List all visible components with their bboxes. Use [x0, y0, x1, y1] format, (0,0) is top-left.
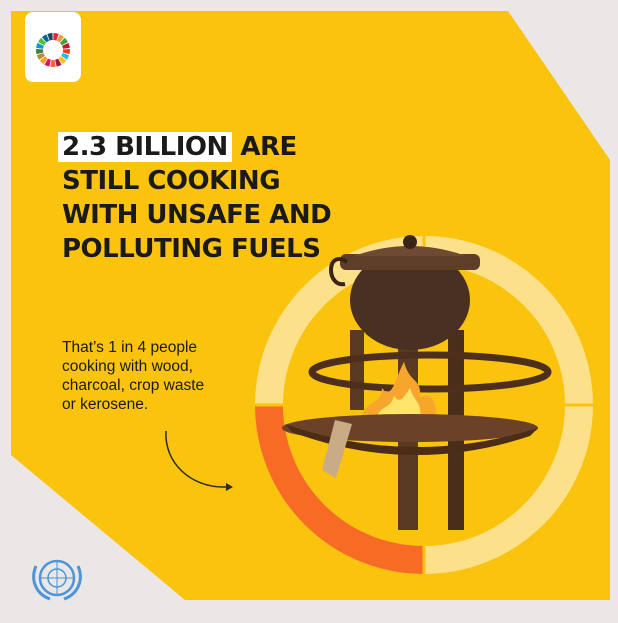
pot-handle: [329, 257, 349, 287]
headline-line-4: POLLUTING FUELS: [62, 234, 321, 264]
fire-pan-bottom: [285, 424, 538, 456]
sdg-wheel-segment: [47, 33, 53, 41]
sdg-wheel-segment: [61, 53, 70, 60]
sdg-wheel-segment: [53, 33, 59, 41]
sdg-wheel-segment: [38, 37, 47, 46]
headline-line-2: STILL COOKING: [62, 166, 281, 196]
sdg-wheel-segment: [36, 48, 44, 55]
pot-body: [350, 250, 470, 350]
sdg-wheel-segment: [62, 42, 70, 49]
stand-leg-left: [350, 330, 364, 410]
headline-highlight: 2.3 BILLION: [58, 132, 232, 162]
sdg-wheel-segment: [36, 53, 45, 60]
pot-ring-support: [308, 351, 552, 393]
sdg-wheel-segment: [39, 56, 48, 65]
arrow-head: [226, 483, 233, 491]
un-emblem-laurel-right: [63, 565, 82, 601]
sdg-wheel-segment: [56, 34, 65, 43]
pot-lid: [354, 246, 466, 256]
ring-highlight-segment: [255, 404, 425, 574]
fire-flames-inner: [376, 388, 421, 423]
headline-line-1-rest: ARE: [231, 132, 297, 162]
sdg-wheel-segment: [58, 56, 67, 65]
headline-line-1: 2.3 BILLION ARE: [58, 130, 362, 164]
sdg-wheel-segment: [62, 48, 70, 55]
un-emblem-laurel-left: [32, 565, 51, 601]
sdg-wheel-segment: [44, 58, 51, 67]
wood-stick: [322, 420, 352, 478]
sdg-wheel-segment: [36, 42, 44, 49]
sdg-wheel-logo: [36, 33, 70, 67]
pot-lid-knob: [403, 235, 417, 249]
sdg-wheel-segment: [41, 34, 50, 43]
subtext-line-4: or kerosene.: [62, 395, 149, 413]
subtext-line-1: That’s 1 in 4 people: [62, 338, 198, 356]
curved-arrow: [165, 430, 227, 488]
logo-tab: [25, 12, 81, 82]
sdg-wheel-segment: [59, 37, 68, 46]
pot-rim: [340, 254, 480, 270]
subtext: That’s 1 in 4 people cooking with wood, …: [62, 338, 262, 414]
sdg-wheel-segment: [55, 58, 62, 67]
headline: 2.3 BILLION ARE STILL COOKING WITH UNSAF…: [58, 130, 362, 266]
headline-line-3: WITH UNSAFE AND: [62, 200, 332, 230]
un-emblem: [32, 559, 82, 601]
sdg-wheel-segment: [50, 59, 56, 67]
cooking-pot-illustration: [282, 235, 552, 530]
subtext-line-2: cooking with wood,: [62, 357, 193, 375]
subtext-line-3: charcoal, crop waste: [62, 376, 205, 394]
